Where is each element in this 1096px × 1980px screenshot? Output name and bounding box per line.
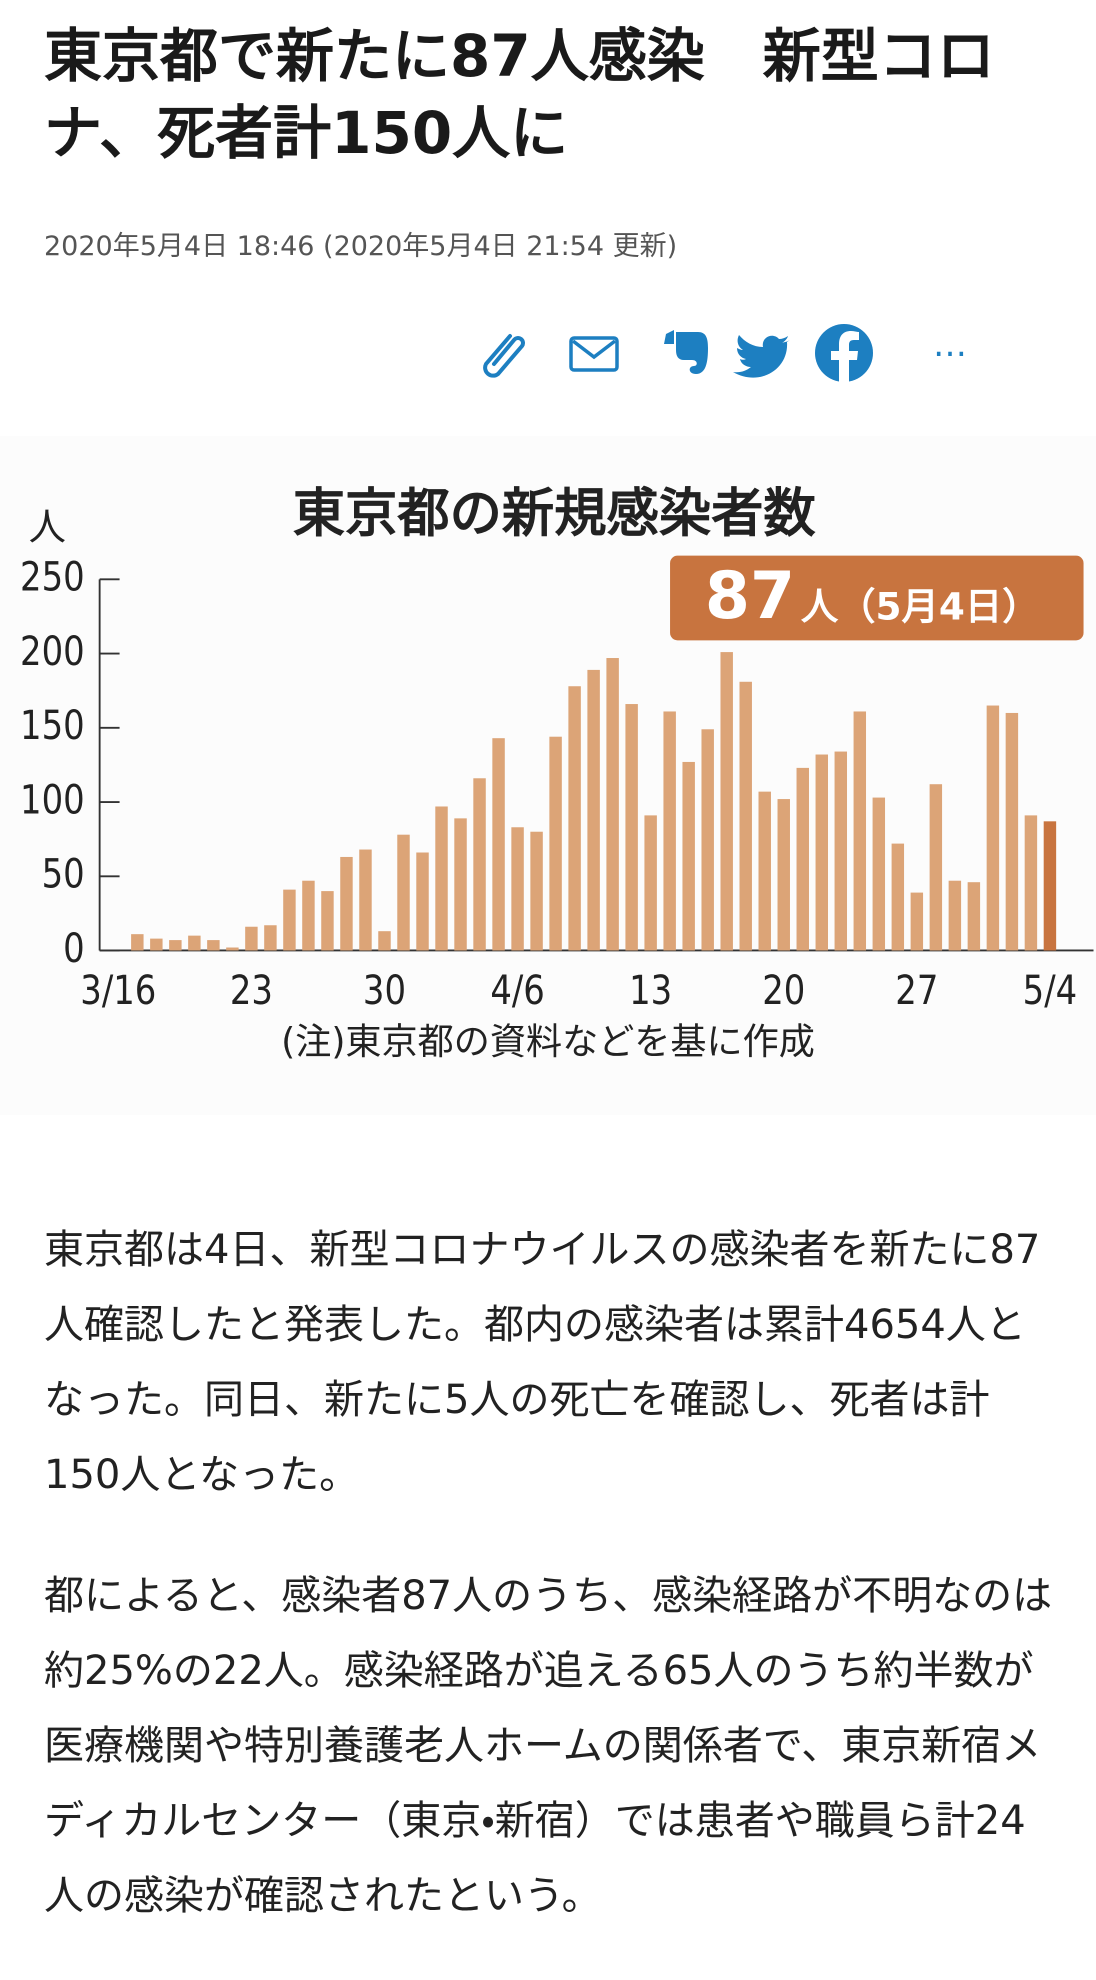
bar xyxy=(283,889,296,951)
bar xyxy=(625,704,638,951)
bar xyxy=(226,947,239,951)
bar xyxy=(207,940,220,951)
bar xyxy=(663,711,676,951)
y-tick-label: 50 xyxy=(42,851,85,897)
clip-icon[interactable] xyxy=(483,334,525,378)
annotation-text: 人（5月4日） xyxy=(801,585,1040,629)
share-bar: … xyxy=(483,324,967,382)
twitter-icon[interactable] xyxy=(733,335,790,378)
annotation-box xyxy=(670,555,1084,641)
bar xyxy=(796,767,809,951)
bar xyxy=(587,669,600,951)
bar xyxy=(435,806,448,951)
bar xyxy=(511,827,524,951)
evernote-icon[interactable] xyxy=(664,330,708,374)
bar xyxy=(359,849,372,951)
bar xyxy=(340,856,353,951)
bar xyxy=(891,843,905,951)
bar xyxy=(568,686,581,951)
x-tick-label: 4/6 xyxy=(490,968,544,1014)
mail-icon[interactable] xyxy=(569,336,619,372)
x-tick-label: 3/16 xyxy=(80,968,156,1014)
bar xyxy=(1024,815,1038,951)
timestamp: 2020年5月4日 18:46 (2020年5月4日 21:54 更新) xyxy=(44,231,678,262)
x-tick-label: 20 xyxy=(762,968,805,1014)
x-tick-label: 13 xyxy=(629,968,672,1014)
bar xyxy=(530,831,543,951)
bar xyxy=(777,799,790,951)
y-tick-label: 250 xyxy=(20,554,85,600)
article-body: 東京都は4日、新型コロナウイルスの感染者を新たに87人確認したと発表した。都内の… xyxy=(44,1213,1059,1980)
bar xyxy=(644,815,657,951)
bar xyxy=(1005,712,1019,951)
y-tick-label: 0 xyxy=(63,925,85,971)
bar xyxy=(302,880,315,951)
bar xyxy=(321,891,334,951)
chart-title: 東京都の新規感染者数 xyxy=(293,483,817,544)
chart-note: (注)東京都の資料などを基に作成 xyxy=(281,1020,815,1063)
y-tick-label: 100 xyxy=(20,777,85,823)
bar xyxy=(834,751,848,951)
bar xyxy=(169,940,182,951)
paragraph: 都によると、感染者87人のうち、感染経路が不明なのは約25%の22人。感染経路が… xyxy=(44,1573,1053,1919)
bar xyxy=(606,658,619,951)
x-tick-label: 23 xyxy=(230,968,273,1014)
y-axis-label: 人 xyxy=(29,505,66,549)
bar xyxy=(549,736,562,951)
x-tick-label: 30 xyxy=(363,968,406,1014)
bar xyxy=(910,892,924,951)
facebook-icon[interactable] xyxy=(815,324,873,382)
paragraph: 東京都は4日、新型コロナウイルスの感染者を新たに87人確認したと発表した。都内の… xyxy=(44,1227,1041,1498)
bar xyxy=(188,935,201,951)
bar xyxy=(815,754,828,951)
bar xyxy=(701,729,714,951)
bar xyxy=(682,761,695,951)
bar xyxy=(929,784,943,951)
y-tick-label: 200 xyxy=(20,628,85,674)
y-tick-label: 150 xyxy=(20,702,85,748)
bar xyxy=(473,778,486,951)
x-tick-label: 27 xyxy=(895,968,938,1014)
bar xyxy=(720,652,733,951)
bar xyxy=(967,882,981,951)
x-tick-label: 5/4 xyxy=(1023,968,1077,1014)
bar xyxy=(416,852,429,951)
bar xyxy=(150,938,163,951)
bar xyxy=(492,738,505,951)
bar xyxy=(986,705,1000,951)
bar xyxy=(264,925,277,951)
headline: 東京都で新たに87人感染 新型コロナ、死者計150人に xyxy=(44,22,995,167)
chart: 東京都の新規感染者数 人 (注)東京都の資料などを基に作成 87 人（5月4日）… xyxy=(0,436,1096,1115)
bar xyxy=(758,791,771,951)
bar xyxy=(872,797,886,951)
bar xyxy=(397,834,410,951)
bar xyxy=(131,934,144,951)
bar xyxy=(948,880,962,951)
more-button[interactable]: … xyxy=(933,325,967,365)
bar xyxy=(245,926,258,951)
bar xyxy=(1043,821,1057,951)
annotation-number: 87 xyxy=(705,559,795,634)
bar xyxy=(853,711,867,951)
bar xyxy=(739,681,752,951)
bar xyxy=(378,931,391,951)
bar xyxy=(454,818,467,951)
